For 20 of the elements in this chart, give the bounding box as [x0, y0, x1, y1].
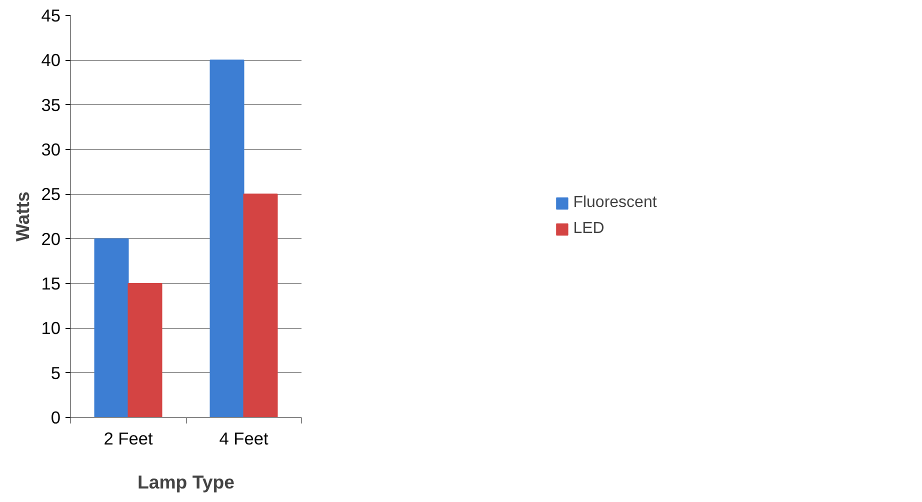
bar: [210, 60, 244, 418]
y-tick-label: 25: [41, 184, 61, 204]
y-tick-label: 45: [41, 6, 61, 26]
legend-label: LED: [573, 220, 604, 238]
y-tick-label: 15: [41, 274, 61, 294]
y-axis-title: Watts: [12, 191, 34, 242]
bar: [128, 283, 162, 418]
y-tick-label: 35: [41, 94, 61, 115]
bar: [243, 194, 278, 418]
y-tick-label: 40: [41, 50, 61, 70]
x-tick-label: 2 Feet: [104, 428, 153, 448]
y-tick-label: 20: [41, 228, 61, 249]
legend-label: Fluorescent: [573, 194, 657, 212]
bar: [94, 238, 129, 418]
y-tick-label: 0: [50, 408, 61, 428]
x-tick-label: 4 Feet: [219, 428, 268, 448]
y-tick-label: 5: [50, 362, 61, 383]
x-axis-title: Lamp Type: [137, 472, 235, 492]
y-tick-label: 10: [41, 318, 61, 338]
y-tick-label: 30: [41, 140, 61, 160]
